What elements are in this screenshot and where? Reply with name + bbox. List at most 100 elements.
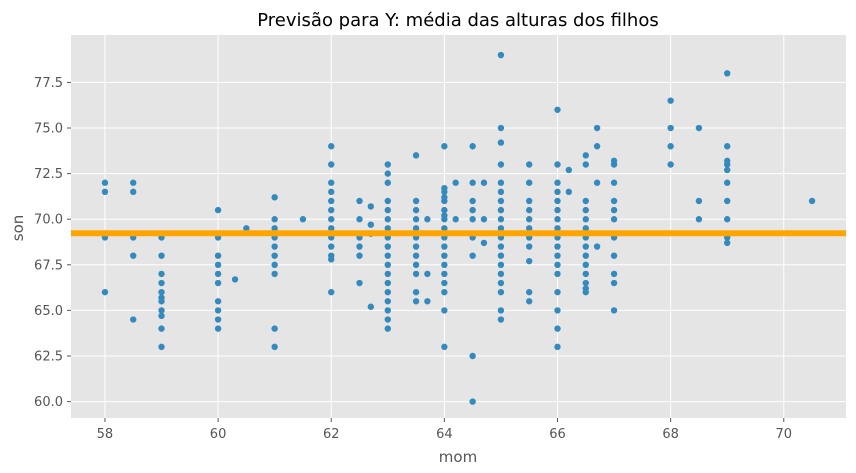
data-point bbox=[328, 188, 335, 196]
data-point bbox=[271, 270, 278, 278]
data-point bbox=[554, 179, 561, 186]
data-point bbox=[554, 307, 561, 314]
data-point bbox=[412, 270, 420, 278]
data-point bbox=[130, 316, 137, 323]
data-point bbox=[554, 206, 561, 214]
data-point bbox=[526, 161, 533, 168]
data-point bbox=[384, 243, 391, 250]
data-point bbox=[384, 325, 391, 332]
data-point bbox=[356, 197, 363, 205]
data-point bbox=[593, 179, 601, 186]
data-point bbox=[441, 225, 448, 232]
data-point bbox=[384, 197, 391, 205]
data-point bbox=[441, 279, 448, 287]
y-axis-ticks: 60.0 62.5 65.0 67.5 70.0 72.5 75.0 77.5 bbox=[34, 76, 71, 410]
data-point bbox=[271, 261, 278, 268]
data-point bbox=[469, 352, 476, 360]
data-point bbox=[554, 188, 561, 196]
data-point bbox=[526, 257, 533, 265]
data-point bbox=[441, 252, 448, 259]
data-point bbox=[384, 170, 391, 177]
data-point bbox=[526, 216, 533, 223]
data-point bbox=[328, 216, 335, 223]
data-point bbox=[214, 307, 222, 314]
data-point bbox=[328, 256, 335, 263]
data-point bbox=[724, 197, 731, 205]
data-point bbox=[526, 243, 533, 250]
data-point bbox=[441, 261, 448, 268]
data-point bbox=[480, 239, 488, 247]
data-point bbox=[610, 270, 618, 278]
data-point bbox=[328, 288, 335, 296]
y-tick-label: 75.0 bbox=[34, 122, 63, 137]
data-point bbox=[593, 143, 601, 150]
data-point bbox=[667, 97, 674, 104]
data-point bbox=[724, 239, 731, 247]
data-point bbox=[582, 161, 589, 168]
data-point bbox=[565, 166, 573, 174]
data-point bbox=[469, 197, 476, 205]
x-tick-label: 58 bbox=[97, 427, 114, 442]
data-point bbox=[158, 343, 165, 351]
data-point bbox=[214, 252, 222, 259]
data-point bbox=[158, 270, 165, 278]
data-point bbox=[724, 143, 731, 150]
data-point bbox=[667, 143, 674, 150]
data-point bbox=[356, 279, 363, 287]
data-point bbox=[384, 206, 391, 214]
data-point bbox=[424, 298, 431, 305]
data-point bbox=[526, 288, 533, 296]
data-point bbox=[480, 216, 488, 223]
data-point bbox=[526, 197, 533, 205]
data-point bbox=[271, 194, 278, 201]
data-point bbox=[412, 216, 420, 223]
x-tick-label: 66 bbox=[549, 427, 566, 442]
data-point bbox=[724, 216, 731, 223]
data-point bbox=[271, 325, 278, 332]
data-point bbox=[497, 197, 505, 205]
data-point bbox=[271, 216, 278, 223]
data-point bbox=[452, 179, 459, 186]
data-point bbox=[214, 261, 222, 268]
data-point bbox=[667, 124, 674, 132]
data-point bbox=[101, 288, 109, 296]
data-point bbox=[384, 161, 391, 168]
data-point bbox=[412, 261, 420, 268]
data-point bbox=[497, 188, 505, 196]
data-point bbox=[582, 225, 589, 232]
data-point bbox=[582, 288, 589, 296]
data-point bbox=[214, 270, 222, 278]
data-point bbox=[724, 179, 731, 186]
x-tick-label: 64 bbox=[436, 427, 453, 442]
data-point bbox=[328, 179, 335, 186]
data-point bbox=[412, 243, 420, 250]
data-point bbox=[610, 206, 618, 214]
chart-title: Previsão para Y: média das alturas dos f… bbox=[257, 10, 658, 31]
data-point bbox=[695, 197, 703, 205]
data-point bbox=[497, 252, 505, 259]
data-point bbox=[526, 179, 533, 186]
data-point bbox=[610, 161, 618, 168]
data-point bbox=[412, 252, 420, 259]
data-point bbox=[384, 261, 391, 268]
data-point bbox=[497, 179, 505, 186]
data-point bbox=[412, 152, 420, 159]
data-point bbox=[356, 252, 363, 259]
data-point bbox=[271, 243, 278, 250]
data-point bbox=[610, 252, 618, 259]
data-point bbox=[452, 216, 459, 223]
data-point bbox=[497, 206, 505, 214]
data-point bbox=[441, 243, 448, 250]
data-point bbox=[384, 288, 391, 296]
data-point bbox=[424, 270, 431, 278]
data-point bbox=[582, 206, 589, 214]
plot-area bbox=[71, 35, 846, 418]
data-point bbox=[271, 252, 278, 259]
x-axis-ticks: 58 60 62 64 66 68 70 bbox=[97, 418, 792, 442]
data-point bbox=[158, 288, 165, 296]
data-point bbox=[582, 197, 589, 205]
data-point bbox=[610, 197, 618, 205]
data-point bbox=[469, 398, 476, 405]
data-point bbox=[328, 143, 335, 150]
data-point bbox=[593, 243, 601, 250]
